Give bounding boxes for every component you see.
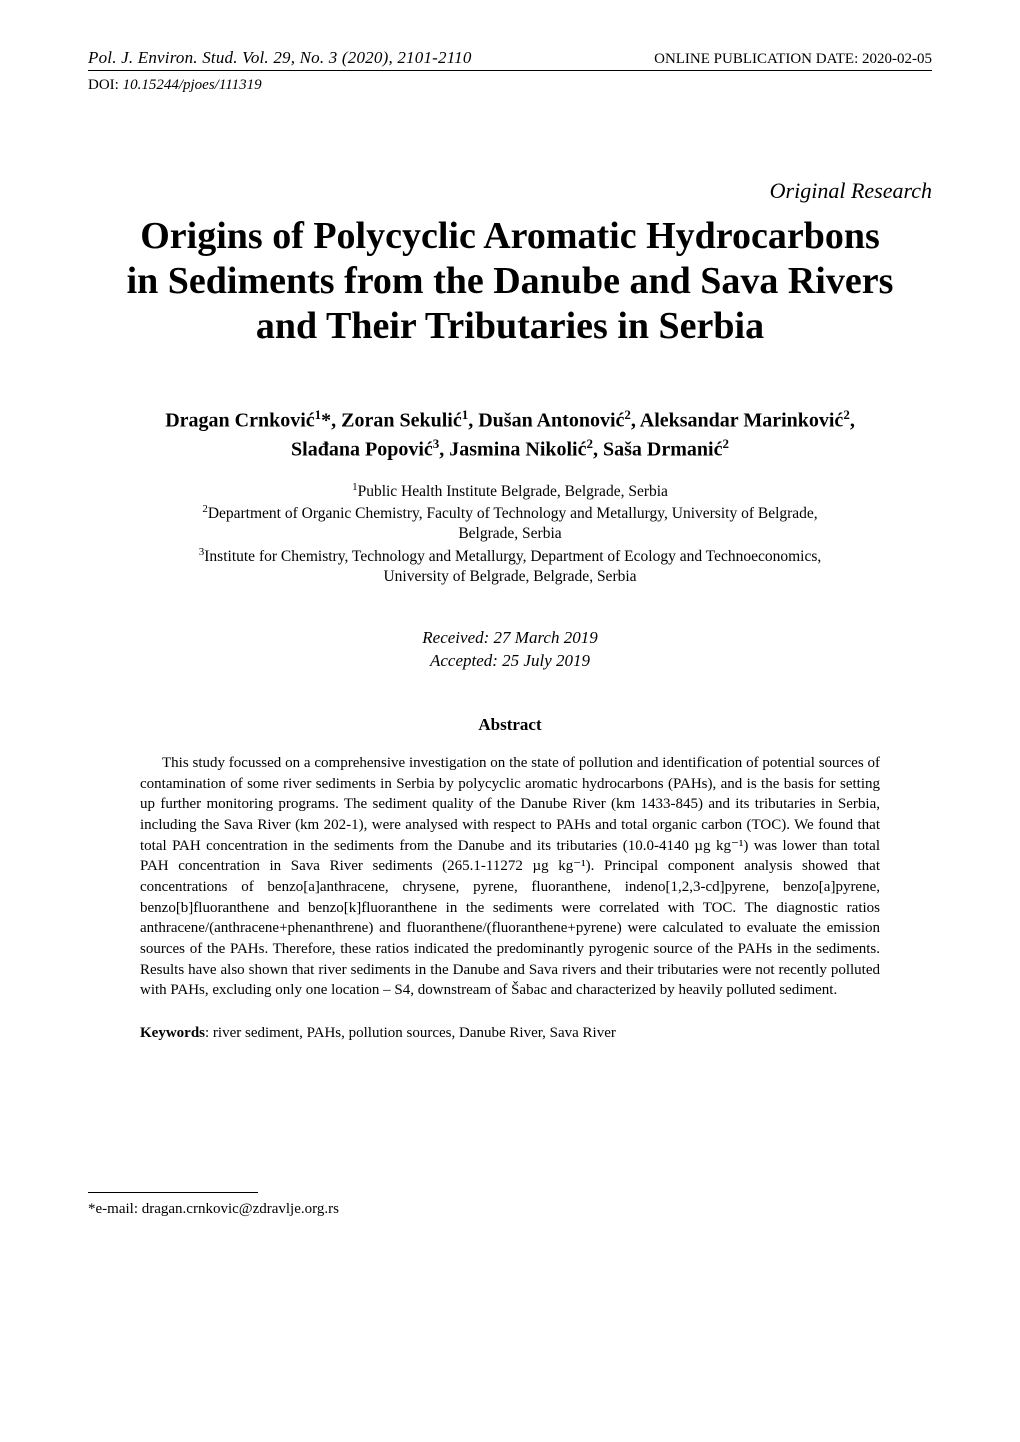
affil-3b: University of Belgrade, Belgrade, Serbia [383,568,636,585]
article-dates: Received: 27 March 2019 Accepted: 25 Jul… [88,627,932,673]
running-head: Pol. J. Environ. Stud. Vol. 29, No. 3 (2… [88,48,932,68]
author-7-affil-sup: 2 [722,436,729,451]
keywords-text: river sediment, PAHs, pollution sources,… [213,1025,616,1041]
keywords-sep: : [205,1025,213,1041]
authors-block: Dragan Crnković1*, Zoran Sekulić1, Dušan… [88,406,932,463]
title-line-3: and Their Tributaries in Serbia [256,305,764,347]
keywords-line: Keywords: river sediment, PAHs, pollutio… [140,1025,880,1042]
corresponding-author-footnote: *e-mail: dragan.crnkovic@zdravlje.org.rs [88,1201,932,1218]
doi-line: DOI: 10.15244/pjoes/111319 [88,77,932,94]
author-sep-2: , Dušan Antonović [468,410,624,432]
received-date: Received: 27 March 2019 [422,628,597,647]
keywords-label: Keywords [140,1025,205,1041]
author-sep-6: , Saša Drmanić [593,439,722,461]
author-5: Slađana Popović [291,439,433,461]
author-1: Dragan Crnković [165,410,314,432]
journal-reference: Pol. J. Environ. Stud. Vol. 29, No. 3 (2… [88,48,472,68]
abstract-body: This study focussed on a comprehensive i… [140,753,880,1001]
affil-2b: Belgrade, Serbia [458,525,561,542]
title-line-1: Origins of Polycyclic Aromatic Hydrocarb… [140,215,880,257]
section-type: Original Research [88,178,932,204]
doi-label: DOI: [88,77,123,93]
footnote-rule [88,1192,258,1193]
author-line1-end: , [850,410,855,432]
title-line-2: in Sediments from the Danube and Sava Ri… [127,260,894,302]
affil-3a: Institute for Chemistry, Technology and … [204,548,821,565]
affiliations-block: 1Public Health Institute Belgrade, Belgr… [88,480,932,587]
article-title: Origins of Polycyclic Aromatic Hydrocarb… [88,214,932,348]
accepted-date: Accepted: 25 July 2019 [430,651,590,670]
affil-2a: Department of Organic Chemistry, Faculty… [208,505,818,522]
abstract-heading: Abstract [88,715,932,735]
header-rule [88,70,932,71]
affil-1: Public Health Institute Belgrade, Belgra… [358,483,668,500]
author-sep-5: , Jasmina Nikolić [439,439,586,461]
doi-value: 10.15244/pjoes/111319 [123,77,262,93]
online-pub-date: ONLINE PUBLICATION DATE: 2020-02-05 [654,51,932,68]
author-sep-3: , Aleksandar Marinković [631,410,843,432]
author-sep-1: *, Zoran Sekulić [321,410,462,432]
